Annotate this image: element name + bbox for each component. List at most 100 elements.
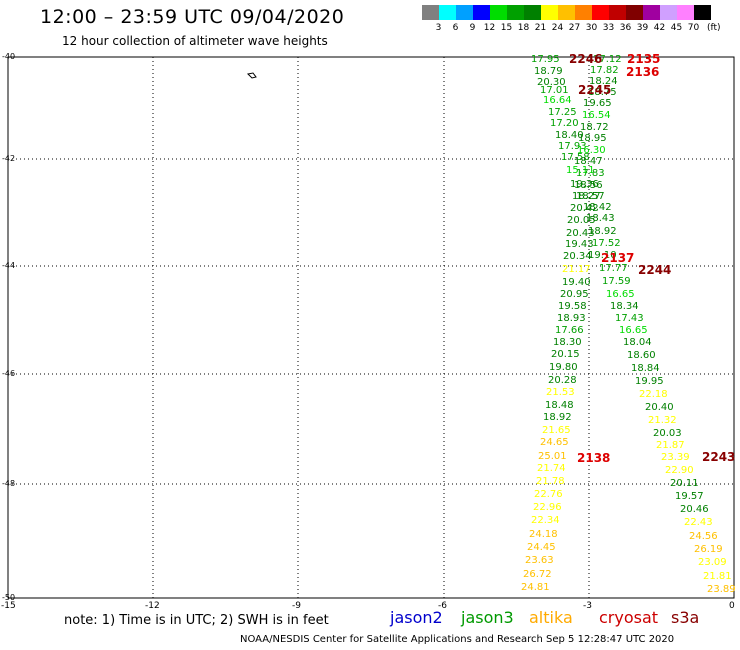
wave-height-value: 20.46: [680, 504, 709, 515]
lon-label: -9: [292, 601, 301, 611]
color-scale-label: 9: [469, 23, 476, 33]
color-scale-unit: (ft): [707, 23, 721, 33]
wave-height-value: 20.40: [645, 402, 674, 413]
color-scale-swatch: [575, 5, 592, 20]
wave-height-value: 19.58: [558, 301, 587, 312]
wave-height-value: 21.32: [648, 415, 677, 426]
legend-cryosat: cryosat: [599, 608, 659, 627]
wave-height-value: 18.47: [574, 156, 603, 167]
wave-height-value: 16.30: [577, 145, 606, 156]
wave-height-value: 18.92: [543, 412, 572, 423]
wave-height-value: 18.57: [576, 191, 605, 202]
chart-title: 12:00 – 23:59 UTC 09/04/2020: [40, 6, 345, 28]
color-scale-swatch: [439, 5, 456, 20]
lat-label: -44: [2, 261, 16, 270]
wave-height-value: 18.60: [627, 350, 656, 361]
color-scale-label: 12: [483, 23, 496, 33]
wave-height-value: 15.11: [566, 165, 595, 176]
wave-height-value: 21.53: [546, 387, 575, 398]
pass-time-label: 2246: [569, 52, 603, 66]
lon-label: -15: [1, 601, 16, 611]
wave-height-value: 20.34: [563, 251, 592, 262]
color-scale-label: 39: [636, 23, 649, 33]
wave-height-value: 17.95: [531, 54, 560, 65]
chart-note: note: 1) Time is in UTC; 2) SWH is in fe…: [64, 613, 329, 628]
wave-height-value: 17.83: [576, 168, 605, 179]
wave-height-value: 23.89: [707, 584, 736, 595]
legend-s3a: s3a: [671, 608, 700, 627]
lon-label: 0: [729, 601, 735, 611]
wave-height-value: 16.65: [619, 325, 648, 336]
color-scale-label: 33: [602, 23, 615, 33]
wave-height-value: 22.90: [665, 465, 694, 476]
color-scale-label: 30: [585, 23, 598, 33]
wave-height-value: 20.05: [567, 215, 596, 226]
color-scale-swatch: [643, 5, 660, 20]
color-scale-swatch: [507, 5, 524, 20]
color-scale-swatch: [660, 5, 677, 20]
color-scale-swatch: [592, 5, 609, 20]
pass-time-label: 2138: [577, 451, 611, 465]
wave-height-value: 18.24: [589, 76, 618, 87]
wave-height-value: 18.92: [588, 226, 617, 237]
color-scale-swatch: [524, 5, 541, 20]
wave-height-value: 24.65: [540, 437, 569, 448]
wave-height-value: 23.09: [698, 557, 727, 568]
wave-height-value: 17.20: [550, 118, 579, 129]
wave-height-value: 16.54: [582, 110, 611, 121]
wave-height-value: 18.56: [574, 180, 603, 191]
color-scale-label: 6: [452, 23, 459, 33]
wave-height-value: 21.74: [537, 463, 566, 474]
color-scale-swatch: [609, 5, 626, 20]
wave-height-value: 19.10: [588, 250, 617, 261]
color-scale-label: 70: [687, 23, 700, 33]
legend-jason2: jason2: [390, 608, 443, 627]
wave-height-value: 24.45: [527, 542, 556, 553]
wave-height-value: 18.40: [555, 130, 584, 141]
wave-height-value: 18.34: [610, 301, 639, 312]
color-scale-label: 36: [619, 23, 632, 33]
wave-height-value: 18.04: [623, 337, 652, 348]
lat-label: -40: [2, 52, 16, 61]
wave-height-value: 19.36: [570, 179, 599, 190]
wave-height-value: 17.77: [599, 263, 628, 274]
wave-height-value: 20.42: [570, 203, 599, 214]
color-scale-label: 18: [517, 23, 530, 33]
legend-jason3: jason3: [461, 608, 514, 627]
wave-height-value: 21.78: [536, 476, 565, 487]
color-scale-swatch: [456, 5, 473, 20]
island-outline: [246, 72, 257, 79]
wave-height-value: 17.52: [592, 238, 621, 249]
legend-altika: altika: [529, 608, 573, 627]
wave-height-value: 17.43: [615, 313, 644, 324]
wave-height-value: 26.72: [523, 569, 552, 580]
wave-height-value: 20.95: [560, 289, 589, 300]
wave-height-value: 17.58: [561, 152, 590, 163]
wave-height-value: 24.18: [529, 529, 558, 540]
lat-label: -50: [2, 593, 16, 602]
color-scale-swatch: [558, 5, 575, 20]
wave-height-value: 17.66: [555, 325, 584, 336]
color-scale-label: 21: [534, 23, 547, 33]
wave-height-value: 18.84: [631, 363, 660, 374]
wave-height-value: 18.93: [557, 313, 586, 324]
lon-label: -12: [145, 601, 160, 611]
wave-height-value: 23.63: [525, 555, 554, 566]
wave-height-value: 21.17: [562, 264, 591, 275]
wave-height-value: 25.01: [538, 451, 567, 462]
color-scale-swatch: [422, 5, 439, 20]
wave-height-value: 18.27: [572, 191, 601, 202]
wave-height-value: 18.42: [583, 202, 612, 213]
color-scale-label: 42: [653, 23, 666, 33]
wave-height-value: 16.64: [543, 95, 572, 106]
wave-height-value: 21.65: [542, 425, 571, 436]
wave-height-value: 24.81: [521, 582, 550, 593]
wave-height-value: 19.65: [583, 98, 612, 109]
wave-height-value: 18.95: [578, 133, 607, 144]
color-scale-swatch: [694, 5, 711, 20]
wave-height-value: 18.48: [545, 400, 574, 411]
color-scale-label: 45: [670, 23, 683, 33]
wave-height-value: 21.81: [703, 571, 732, 582]
wave-height-value: 17.01: [540, 85, 569, 96]
